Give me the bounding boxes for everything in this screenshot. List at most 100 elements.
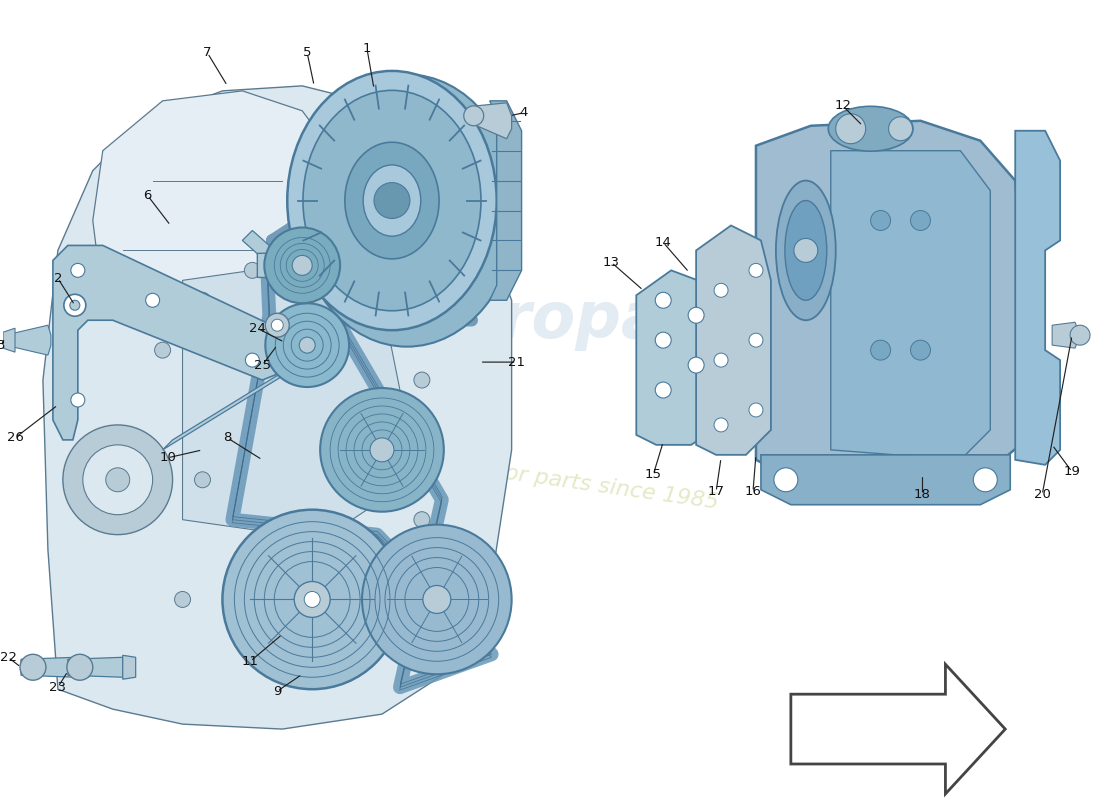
Circle shape bbox=[689, 357, 704, 373]
Circle shape bbox=[293, 255, 312, 275]
Circle shape bbox=[354, 312, 370, 328]
Text: 4: 4 bbox=[519, 106, 528, 119]
Text: 17: 17 bbox=[707, 486, 725, 498]
Text: 6: 6 bbox=[143, 189, 152, 202]
Text: 18: 18 bbox=[914, 488, 931, 502]
Circle shape bbox=[155, 342, 170, 358]
Polygon shape bbox=[163, 360, 302, 450]
Ellipse shape bbox=[785, 201, 827, 300]
Polygon shape bbox=[490, 101, 521, 300]
Text: 10: 10 bbox=[160, 451, 176, 464]
Circle shape bbox=[274, 631, 290, 647]
Polygon shape bbox=[68, 658, 123, 678]
Polygon shape bbox=[476, 103, 512, 138]
Text: 3: 3 bbox=[0, 338, 6, 352]
Circle shape bbox=[749, 333, 763, 347]
Polygon shape bbox=[6, 326, 51, 355]
Polygon shape bbox=[696, 226, 771, 455]
Polygon shape bbox=[756, 121, 1020, 480]
Circle shape bbox=[70, 393, 85, 407]
Circle shape bbox=[1070, 326, 1090, 345]
Text: 14: 14 bbox=[654, 236, 672, 249]
Text: 13: 13 bbox=[603, 256, 620, 269]
Polygon shape bbox=[791, 664, 1005, 794]
Polygon shape bbox=[92, 91, 332, 300]
Circle shape bbox=[70, 300, 80, 310]
Ellipse shape bbox=[776, 181, 836, 320]
Circle shape bbox=[974, 468, 998, 492]
Polygon shape bbox=[21, 658, 76, 678]
Circle shape bbox=[749, 403, 763, 417]
Text: 23: 23 bbox=[50, 681, 66, 694]
Circle shape bbox=[64, 294, 86, 316]
Polygon shape bbox=[76, 655, 89, 679]
Circle shape bbox=[714, 418, 728, 432]
Text: 24: 24 bbox=[249, 322, 266, 334]
Circle shape bbox=[299, 337, 316, 353]
Circle shape bbox=[911, 210, 931, 230]
Circle shape bbox=[794, 238, 817, 262]
Polygon shape bbox=[3, 328, 15, 352]
Ellipse shape bbox=[363, 165, 421, 236]
Circle shape bbox=[370, 438, 394, 462]
Circle shape bbox=[464, 106, 484, 126]
Circle shape bbox=[870, 210, 891, 230]
Polygon shape bbox=[636, 270, 722, 445]
Circle shape bbox=[106, 468, 130, 492]
Circle shape bbox=[362, 525, 512, 674]
Text: a passion for parts since 1985: a passion for parts since 1985 bbox=[384, 446, 719, 513]
Text: 12: 12 bbox=[834, 99, 851, 112]
Circle shape bbox=[195, 292, 210, 308]
Text: europaresshop: europaresshop bbox=[411, 290, 950, 351]
Polygon shape bbox=[53, 246, 293, 440]
Circle shape bbox=[911, 340, 931, 360]
Circle shape bbox=[265, 303, 349, 387]
Ellipse shape bbox=[344, 142, 439, 259]
Circle shape bbox=[82, 445, 153, 514]
Polygon shape bbox=[830, 150, 990, 460]
Text: 19: 19 bbox=[1064, 466, 1080, 478]
Polygon shape bbox=[123, 655, 135, 679]
Circle shape bbox=[145, 294, 160, 307]
Circle shape bbox=[20, 654, 46, 680]
Polygon shape bbox=[183, 260, 402, 540]
Ellipse shape bbox=[297, 74, 517, 346]
Text: 2: 2 bbox=[54, 272, 62, 285]
Circle shape bbox=[294, 242, 310, 258]
Text: 16: 16 bbox=[745, 486, 761, 498]
Circle shape bbox=[374, 611, 390, 627]
Circle shape bbox=[656, 382, 671, 398]
Circle shape bbox=[414, 372, 430, 388]
Text: 11: 11 bbox=[242, 654, 258, 668]
Circle shape bbox=[414, 512, 430, 528]
Circle shape bbox=[63, 425, 173, 534]
Circle shape bbox=[656, 332, 671, 348]
Text: 8: 8 bbox=[223, 431, 232, 444]
Circle shape bbox=[422, 586, 451, 614]
Text: 7: 7 bbox=[204, 46, 211, 59]
Text: 22: 22 bbox=[0, 650, 16, 664]
Circle shape bbox=[294, 582, 330, 618]
Circle shape bbox=[836, 114, 866, 144]
Polygon shape bbox=[43, 86, 512, 729]
Text: 20: 20 bbox=[1034, 488, 1050, 502]
Circle shape bbox=[714, 283, 728, 298]
Ellipse shape bbox=[302, 90, 481, 310]
Circle shape bbox=[749, 263, 763, 278]
Circle shape bbox=[689, 307, 704, 323]
Circle shape bbox=[344, 472, 360, 488]
Circle shape bbox=[67, 654, 92, 680]
Circle shape bbox=[195, 472, 210, 488]
Polygon shape bbox=[1015, 130, 1060, 465]
Circle shape bbox=[265, 314, 289, 337]
Circle shape bbox=[70, 263, 85, 278]
Circle shape bbox=[264, 227, 340, 303]
Text: 9: 9 bbox=[273, 685, 282, 698]
Text: 26: 26 bbox=[7, 431, 23, 444]
Polygon shape bbox=[242, 230, 342, 320]
Circle shape bbox=[774, 468, 798, 492]
Polygon shape bbox=[1052, 322, 1080, 348]
Circle shape bbox=[889, 117, 913, 141]
Ellipse shape bbox=[828, 106, 913, 151]
Circle shape bbox=[245, 353, 260, 367]
